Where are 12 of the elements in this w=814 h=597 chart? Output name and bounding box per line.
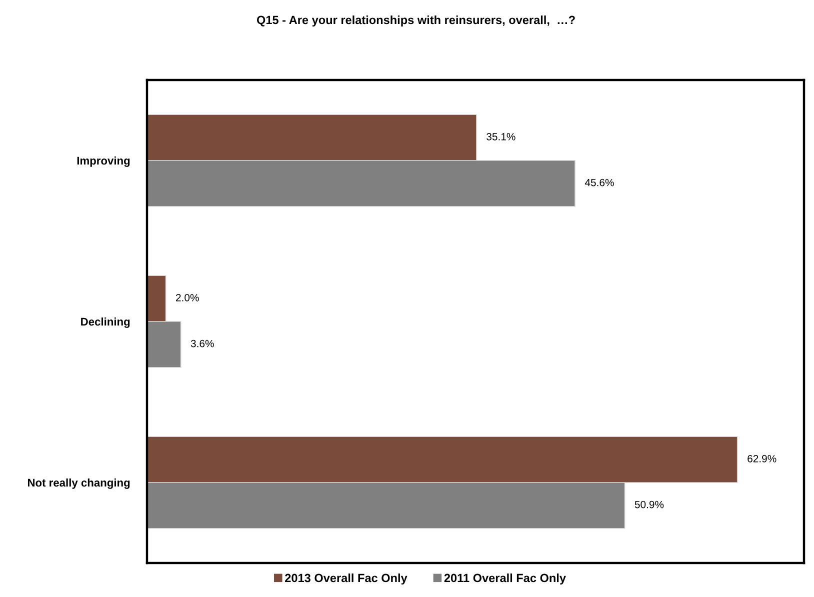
data-label: 62.9% xyxy=(748,454,776,462)
data-label: 2.0% xyxy=(176,294,199,302)
data-label: 45.6% xyxy=(584,178,614,186)
y-tick-label: Not really changing xyxy=(28,478,130,489)
y-tick-label: Declining xyxy=(81,317,130,328)
legend-label: 2011 Overall Fac Only xyxy=(444,573,566,585)
y-tick-label: Improving xyxy=(77,156,130,167)
data-label: 3.6% xyxy=(190,340,214,348)
data-label: 50.9% xyxy=(634,500,664,508)
data-label: 35.1% xyxy=(486,132,516,140)
legend-label: 2013 Overall Fac Only xyxy=(285,573,408,585)
chart-title: Q15 - Are your relationships with reinsurers, overall, …? xyxy=(256,16,575,27)
